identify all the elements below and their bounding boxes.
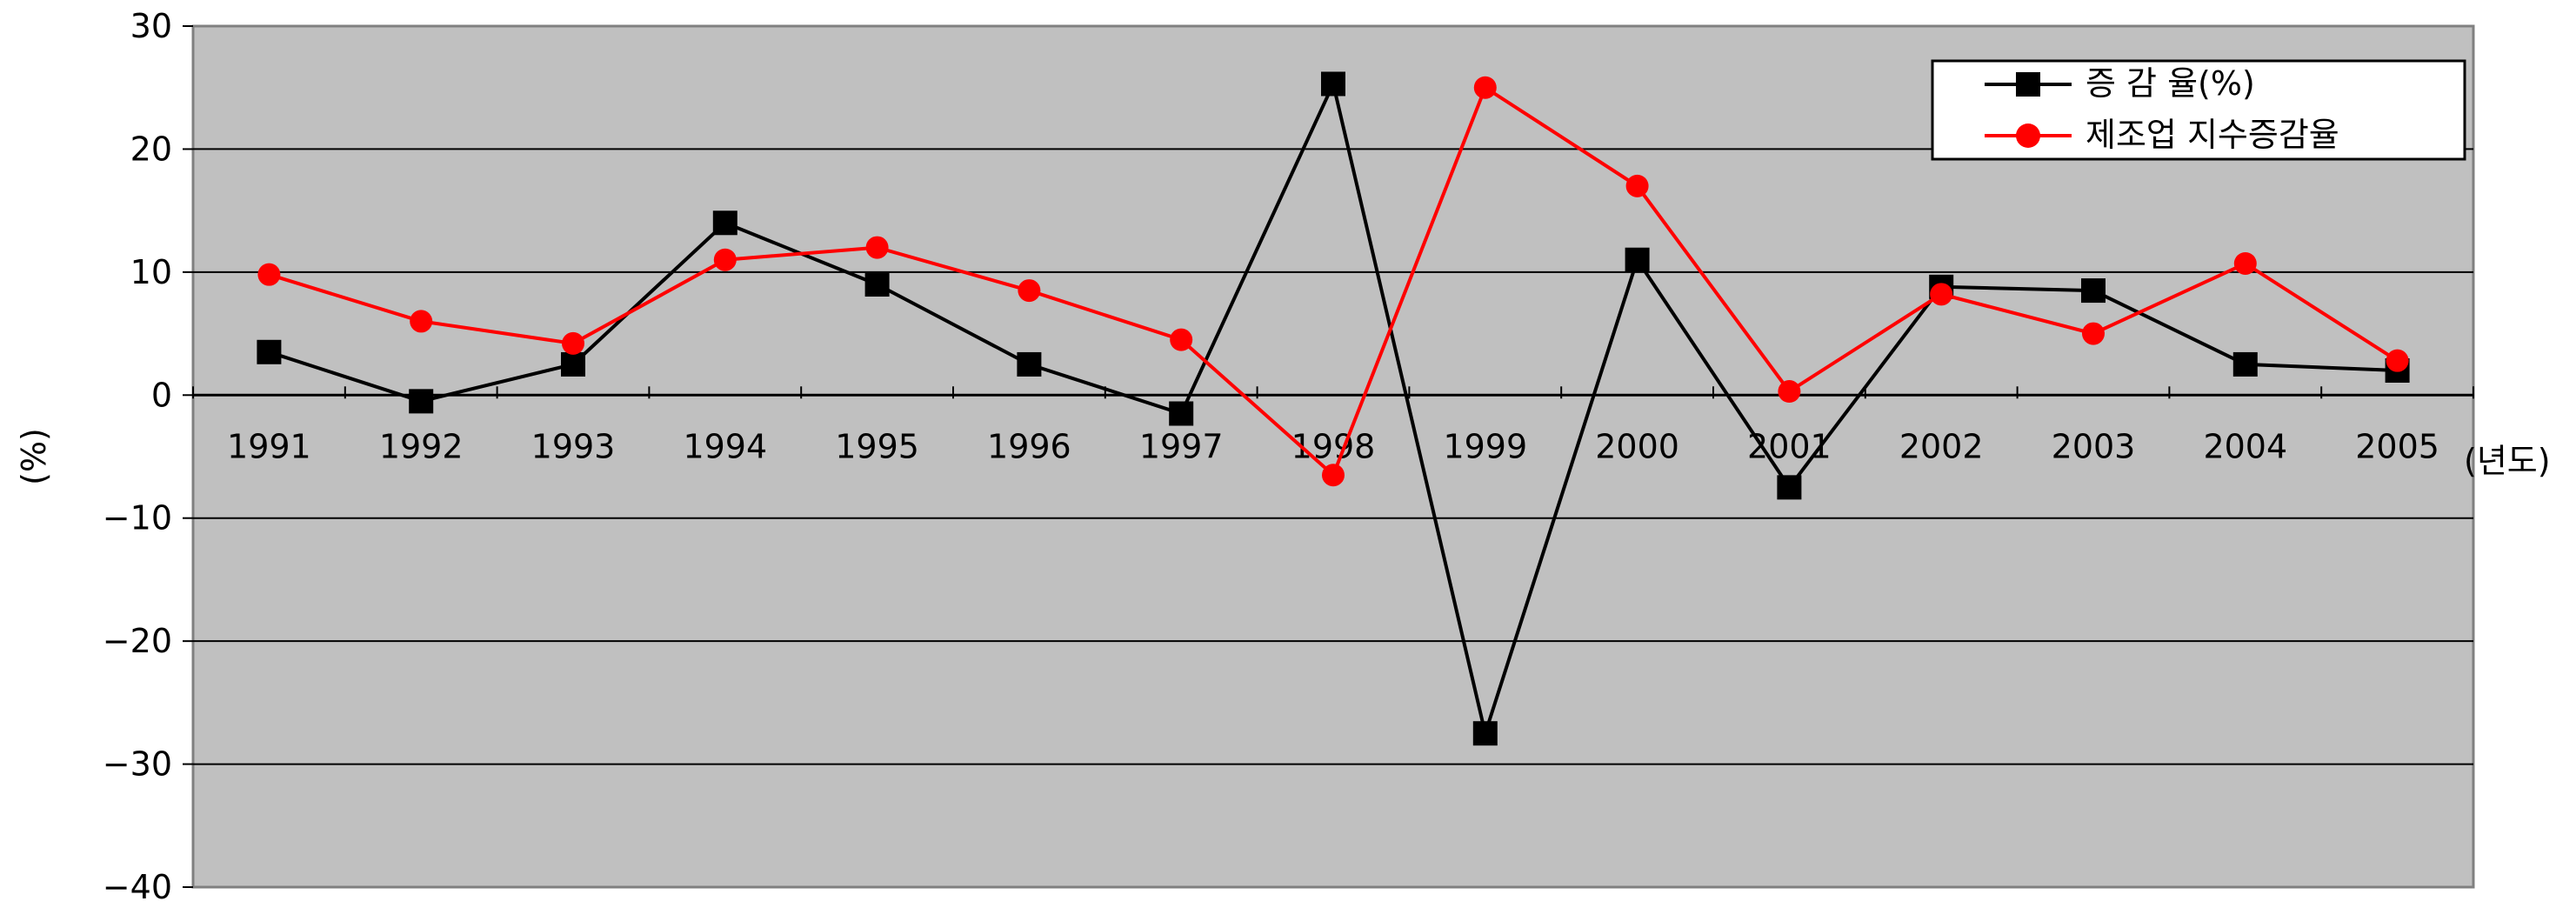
x-tick-label: 1999 <box>1443 427 1527 465</box>
legend: 증 감 율(%) 제조업 지수증감율 <box>1931 59 2466 161</box>
data-point <box>1018 279 1041 303</box>
data-point <box>713 248 737 271</box>
y-tick-label: 10 <box>130 253 172 291</box>
legend-label-0: 증 감 율(%) <box>2085 64 2255 103</box>
data-point <box>1169 401 1194 426</box>
data-point <box>257 339 282 364</box>
legend-label-1: 제조업 지수증감율 <box>2085 116 2339 154</box>
data-point <box>2232 351 2258 377</box>
x-tick-label: 1996 <box>987 427 1071 465</box>
data-point <box>1170 328 1193 351</box>
x-tick-label: 1998 <box>1291 427 1376 465</box>
data-point <box>2386 349 2409 372</box>
x-tick-label: 2004 <box>2203 427 2287 465</box>
y-axis-ticks: 30 20 10 0 −10 −20 −30 −40 <box>103 7 193 906</box>
data-point <box>1930 283 1953 306</box>
data-point <box>257 263 281 286</box>
x-tick-label: 1995 <box>835 427 919 465</box>
x-tick-label: 2003 <box>2052 427 2136 465</box>
y-axis-label: (%) <box>15 428 53 485</box>
y-tick-label: −40 <box>103 868 172 906</box>
data-point <box>1778 380 1801 404</box>
data-point <box>2233 251 2257 275</box>
x-axis-unit-label: (년도) <box>2464 442 2551 480</box>
series-layer <box>257 71 2410 746</box>
data-point <box>410 310 433 333</box>
data-point <box>712 210 737 236</box>
data-point <box>561 351 585 377</box>
x-tick-label: 2000 <box>1595 427 1679 465</box>
data-point <box>1777 475 1802 500</box>
y-tick-label: −10 <box>103 499 172 537</box>
data-point <box>1473 76 1497 99</box>
y-tick-label: 20 <box>130 130 172 168</box>
x-tick-label: 1993 <box>531 427 616 465</box>
x-tick-label: 1997 <box>1139 427 1224 465</box>
data-point <box>2082 322 2105 345</box>
y-tick-label: −30 <box>103 745 172 784</box>
data-point <box>1472 721 1498 746</box>
data-point <box>2081 278 2106 304</box>
data-point <box>1017 351 1042 377</box>
x-tick-label: 1994 <box>683 427 767 465</box>
data-point <box>864 272 890 297</box>
y-tick-label: 0 <box>151 376 172 414</box>
x-tick-label: 1992 <box>379 427 464 465</box>
data-point <box>562 331 584 355</box>
data-point <box>1321 71 1345 97</box>
data-point <box>1625 247 1650 272</box>
legend-marker-0 <box>2016 72 2040 97</box>
x-tick-label: 1991 <box>227 427 311 465</box>
data-point <box>409 389 434 414</box>
y-tick-label: −20 <box>103 622 172 660</box>
y-tick-label: 30 <box>130 7 172 45</box>
x-tick-label: 2005 <box>2355 427 2439 465</box>
data-point <box>865 236 889 259</box>
series-1 <box>257 76 2409 487</box>
x-axis-ticks: 1991 1992 1993 1994 1995 1996 1997 1998 1999 2000… <box>192 386 2474 465</box>
legend-marker-1 <box>2016 124 2040 148</box>
x-tick-label: 2002 <box>1899 427 1984 465</box>
data-point <box>1625 174 1649 197</box>
data-point <box>1322 464 1345 487</box>
plot-area <box>191 24 2475 889</box>
